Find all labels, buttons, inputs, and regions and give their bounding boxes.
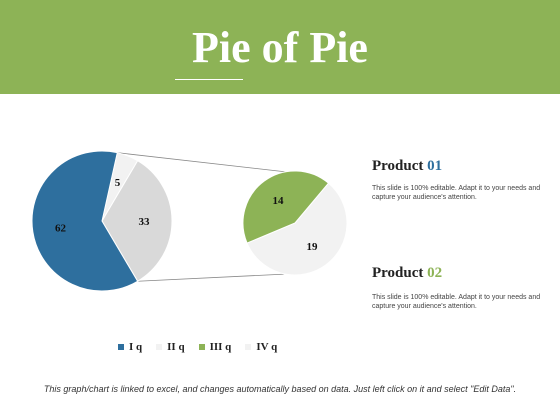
main-pie-slice-label: 5 — [115, 177, 121, 189]
product-02-name: Product — [372, 265, 424, 281]
main-pie-slice-label: 62 — [55, 223, 67, 235]
main-pie-slice-label: 33 — [139, 216, 151, 228]
legend-label: IV q — [256, 341, 278, 353]
product-02-description: This slide is 100% editable. Adapt it to… — [372, 294, 541, 310]
legend-label: II q — [167, 341, 185, 353]
legend-item: I q — [118, 341, 142, 353]
legend-label: I q — [129, 341, 143, 353]
product-01-name: Product — [372, 158, 424, 174]
legend-swatch — [156, 344, 163, 350]
legend-item: III q — [198, 341, 232, 353]
main-pie-slice — [101, 160, 173, 282]
connector-line — [117, 152, 288, 173]
legend-item: II q — [156, 341, 185, 353]
legend-swatch — [245, 344, 252, 350]
legend-swatch — [118, 344, 124, 350]
legend-label: III q — [209, 341, 232, 353]
title-underline — [175, 79, 243, 80]
legend-swatch — [198, 344, 205, 350]
product-02-number: 02 — [427, 265, 443, 281]
legend-item: IV q — [245, 341, 277, 353]
product-01-number: 01 — [427, 158, 443, 174]
chart-legend: I q II q III q IV q — [118, 340, 291, 354]
title-banner — [0, 0, 560, 94]
secondary-pie-slice — [242, 170, 330, 244]
product-02-title: Product 02 — [372, 265, 442, 282]
product-01-description: This slide is 100% editable. Adapt it to… — [372, 185, 541, 201]
secondary-pie-slice — [246, 182, 348, 276]
footer-note: This graph/chart is linked to excel, and… — [43, 384, 517, 394]
product-01-title: Product 01 — [372, 158, 442, 175]
pie-of-pie-chart: 5 33 62 19 14 — [31, 150, 348, 292]
main-pie-slice — [31, 150, 139, 292]
secondary-pie-slice-label: 14 — [273, 195, 285, 207]
connector-line — [137, 273, 288, 282]
secondary-pie-slice-label: 19 — [306, 241, 318, 253]
page-title: Pie of Pie — [192, 23, 368, 72]
